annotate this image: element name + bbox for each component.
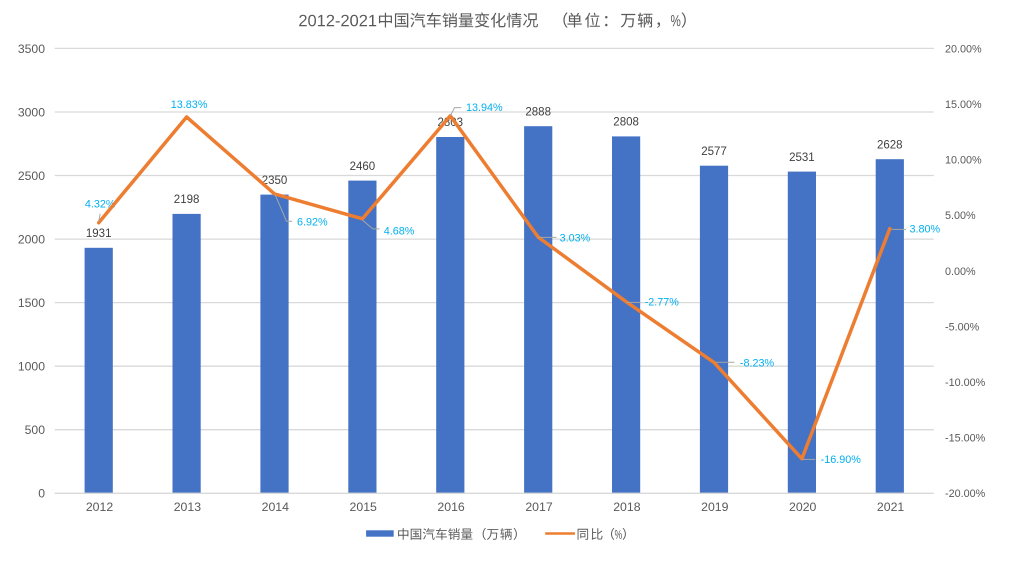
svg-text:-20.00%: -20.00%	[945, 488, 986, 500]
svg-text:13.94%: 13.94%	[466, 102, 503, 114]
svg-text:2460: 2460	[350, 161, 376, 173]
svg-text:4.68%: 4.68%	[384, 226, 415, 238]
svg-text:2350: 2350	[262, 175, 288, 187]
svg-text:6.92%: 6.92%	[297, 217, 328, 229]
svg-text:2018: 2018	[613, 500, 641, 514]
svg-text:0: 0	[38, 487, 45, 501]
svg-text:13.83%: 13.83%	[171, 99, 208, 111]
svg-text:2888: 2888	[525, 106, 551, 118]
svg-text:1500: 1500	[18, 296, 45, 310]
svg-text:1000: 1000	[18, 360, 45, 374]
svg-text:-16.90%: -16.90%	[821, 454, 862, 466]
svg-text:3.80%: 3.80%	[910, 223, 941, 235]
svg-text:5.00%: 5.00%	[945, 210, 976, 222]
svg-text:2016: 2016	[437, 500, 465, 514]
svg-text:0.00%: 0.00%	[945, 266, 976, 278]
svg-text:3.03%: 3.03%	[560, 233, 591, 245]
svg-text:-15.00%: -15.00%	[945, 433, 986, 445]
svg-text:2531: 2531	[789, 152, 815, 164]
svg-text:-10.00%: -10.00%	[945, 377, 986, 389]
svg-text:1931: 1931	[86, 228, 112, 240]
svg-text:2012: 2012	[86, 500, 114, 514]
svg-text:2013: 2013	[174, 500, 202, 514]
svg-text:-2.77%: -2.77%	[645, 296, 680, 308]
svg-text:2015: 2015	[350, 500, 378, 514]
svg-text:2500: 2500	[18, 169, 45, 183]
svg-text:2020: 2020	[789, 500, 817, 514]
svg-text:3500: 3500	[18, 42, 45, 56]
svg-text:2017: 2017	[525, 500, 553, 514]
svg-text:2628: 2628	[877, 139, 903, 151]
svg-text:2019: 2019	[701, 500, 729, 514]
svg-text:-5.00%: -5.00%	[945, 321, 980, 333]
svg-text:15.00%: 15.00%	[945, 99, 982, 111]
svg-text:2198: 2198	[174, 194, 200, 206]
svg-text:3000: 3000	[18, 105, 45, 119]
svg-text:2577: 2577	[701, 146, 727, 158]
svg-text:500: 500	[25, 423, 46, 437]
svg-text:2014: 2014	[262, 500, 290, 514]
svg-text:10.00%: 10.00%	[945, 155, 982, 167]
svg-text:4.32%: 4.32%	[85, 198, 116, 210]
svg-text:20.00%: 20.00%	[945, 43, 982, 55]
svg-text:2021: 2021	[877, 500, 905, 514]
svg-text:2000: 2000	[18, 233, 45, 247]
svg-text:-8.23%: -8.23%	[740, 357, 775, 369]
svg-text:2808: 2808	[613, 117, 639, 129]
